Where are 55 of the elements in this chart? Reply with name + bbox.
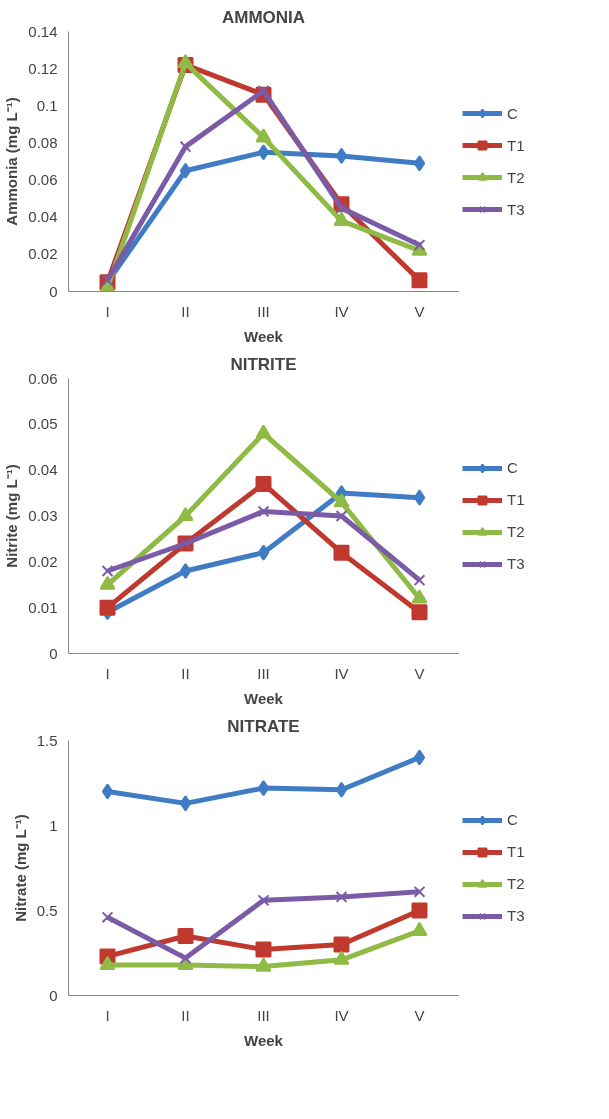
x-tick-label: V — [414, 664, 425, 682]
y-tick-label: 0.06 — [28, 171, 58, 189]
y-axis-title: Nitrite (mg L⁻¹) — [3, 464, 21, 568]
legend-label: T1 — [507, 491, 526, 508]
y-tick-label: 1 — [49, 816, 58, 834]
y-tick-label: 0.04 — [28, 461, 58, 479]
legend-label: T2 — [507, 168, 526, 186]
y-tick-label: 0 — [49, 986, 58, 1004]
x-tick-label: III — [257, 302, 270, 320]
y-tick-label: 0.5 — [36, 901, 58, 919]
y-axis-title: Nitrate (mg L⁻¹) — [11, 814, 29, 922]
x-axis-title: Week — [244, 1031, 284, 1049]
x-tick-label: IV — [334, 664, 349, 682]
x-tick-label: IV — [334, 1006, 349, 1024]
y-tick-label: 0 — [49, 282, 58, 300]
y-tick-label: 0.12 — [28, 59, 58, 77]
y-tick-label: 0.04 — [28, 208, 58, 226]
legend-label: T1 — [507, 843, 526, 860]
y-tick-label: 1.5 — [36, 731, 58, 749]
y-tick-label: 0.05 — [28, 415, 58, 433]
y-tick-label: 0.02 — [28, 552, 58, 570]
x-tick-label: IV — [334, 302, 349, 320]
x-tick-label: II — [181, 664, 190, 682]
chart-title: NITRITE — [230, 354, 297, 374]
chart-title: AMMONIA — [221, 7, 306, 27]
legend-label: T3 — [507, 907, 526, 924]
x-tick-label: III — [257, 664, 270, 682]
legend-label: T2 — [507, 875, 526, 892]
y-tick-label: 0.03 — [28, 507, 58, 524]
legend-label: T1 — [507, 136, 526, 154]
y-tick-label: 0.14 — [28, 22, 58, 40]
legend-label: C — [507, 459, 519, 476]
legend-label: C — [507, 104, 519, 122]
chart-title: NITRATE — [227, 716, 300, 736]
x-axis-title: Week — [244, 327, 284, 345]
x-tick-label: I — [105, 302, 110, 320]
x-tick-label: II — [181, 1006, 190, 1024]
y-tick-label: 0 — [49, 644, 58, 662]
x-tick-label: V — [414, 1006, 425, 1024]
y-tick-label: 0.06 — [28, 369, 58, 387]
y-tick-label: 0.1 — [36, 96, 58, 114]
x-tick-label: I — [105, 1006, 110, 1024]
legend-label: C — [507, 811, 519, 828]
x-tick-label: V — [414, 302, 425, 320]
x-tick-label: II — [181, 302, 190, 320]
x-axis-title: Week — [244, 689, 284, 707]
y-tick-label: 0.01 — [28, 598, 58, 616]
y-tick-label: 0.08 — [28, 133, 58, 151]
x-tick-label: I — [105, 664, 110, 682]
y-tick-label: 0.02 — [28, 245, 58, 263]
legend-label: T3 — [507, 200, 526, 218]
legend-label: T2 — [507, 523, 526, 540]
x-tick-label: III — [257, 1006, 270, 1024]
y-axis-title: Ammonia (mg L⁻¹) — [3, 97, 21, 226]
legend-label: T3 — [507, 555, 526, 572]
